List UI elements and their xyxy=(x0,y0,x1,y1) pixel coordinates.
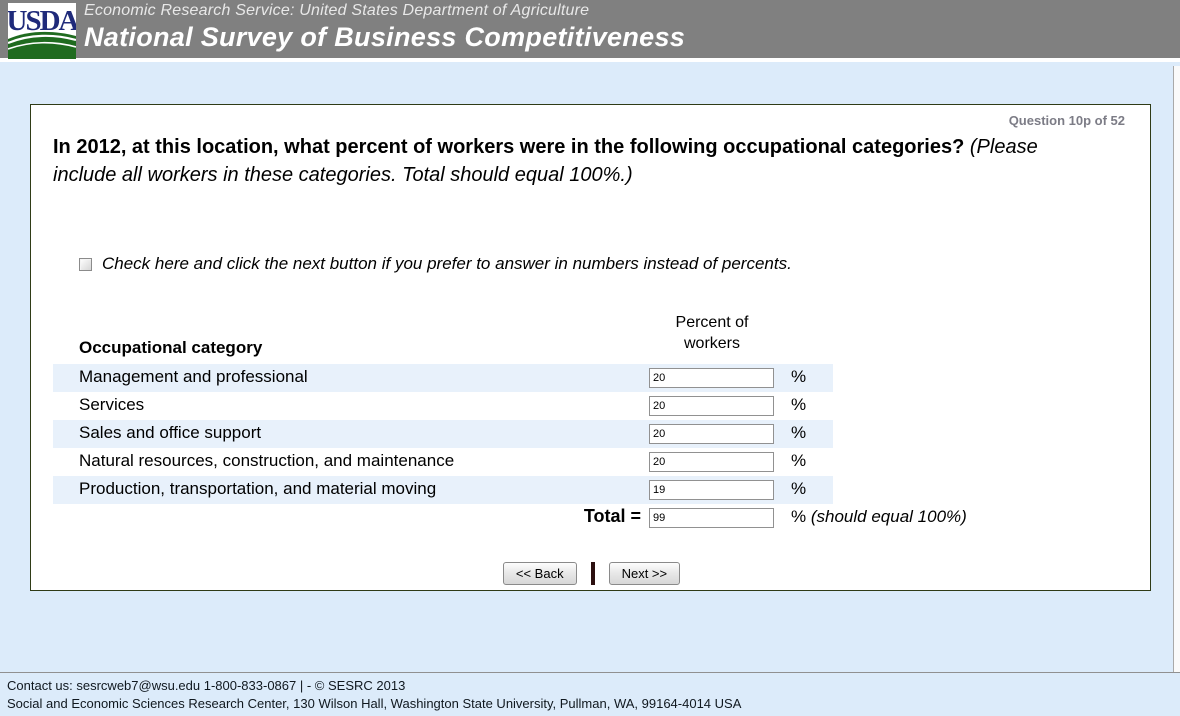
page-body: Question 10p of 52 In 2012, at this loca… xyxy=(0,66,1180,716)
question-card: Question 10p of 52 In 2012, at this loca… xyxy=(30,104,1151,591)
table-header: Occupational category Percent of workers xyxy=(31,310,1152,364)
total-label: Total = xyxy=(583,506,641,526)
category-label: Management and professional xyxy=(79,367,308,386)
table-row: Production, transportation, and material… xyxy=(31,476,1152,504)
survey-title: National Survey of Business Competitiven… xyxy=(84,22,686,52)
column-header-percent-line1: Percent of xyxy=(675,314,749,331)
percent-input[interactable] xyxy=(649,424,774,444)
percent-sign: % xyxy=(791,451,807,470)
total-suffix: % (should equal 100%) xyxy=(791,507,967,527)
category-label: Natural resources, construction, and mai… xyxy=(79,451,455,470)
percent-sign: % xyxy=(791,367,807,386)
header-banner: USDA Economic Research Service: United S… xyxy=(0,0,1180,62)
column-header-category: Occupational category xyxy=(79,338,263,357)
navigation-bar: << Back Next >> xyxy=(31,560,1152,586)
percent-input[interactable] xyxy=(649,368,774,388)
category-rows: Management and professional % Services %… xyxy=(31,364,1152,504)
table-row: Services % xyxy=(31,392,1152,420)
numbers-preference-checkbox[interactable] xyxy=(79,257,92,271)
footer: Contact us: sesrcweb7@wsu.edu 1-800-833-… xyxy=(0,672,1180,716)
total-percent-sign: % xyxy=(791,507,807,526)
percent-sign: % xyxy=(791,395,807,414)
percent-sign: % xyxy=(791,479,807,498)
next-button[interactable]: Next >> xyxy=(608,561,681,585)
category-label: Production, transportation, and material… xyxy=(79,479,437,498)
numbers-preference-label: Check here and click the next button if … xyxy=(102,254,792,273)
percent-sign: % xyxy=(791,423,807,442)
button-separator xyxy=(590,561,595,585)
table-row: Management and professional % xyxy=(31,364,1152,392)
question-text-bold: In 2012, at this location, what percent … xyxy=(53,136,965,158)
percent-input[interactable] xyxy=(649,396,774,416)
column-header-percent-line2: workers xyxy=(683,335,740,352)
question-text-italic: (Please include all workers in these cat… xyxy=(53,136,1038,186)
total-row: Total = % (should equal 100%) xyxy=(31,504,1152,532)
usda-logo: USDA xyxy=(8,3,76,59)
percent-input[interactable] xyxy=(649,452,774,472)
back-button[interactable]: << Back xyxy=(502,561,577,585)
table-row: Natural resources, construction, and mai… xyxy=(31,448,1152,476)
question-text: In 2012, at this location, what percent … xyxy=(53,133,1093,189)
table-row: Sales and office support % xyxy=(31,420,1152,448)
category-label: Services xyxy=(79,395,145,414)
total-input[interactable] xyxy=(649,508,774,528)
percent-input[interactable] xyxy=(649,480,774,500)
scrollbar-track[interactable] xyxy=(1173,66,1180,716)
footer-contact-line: Contact us: sesrcweb7@wsu.edu 1-800-833-… xyxy=(7,678,406,693)
total-hint: (should equal 100%) xyxy=(810,507,967,526)
category-label: Sales and office support xyxy=(79,423,262,442)
column-header-percent: Percent of workers xyxy=(625,312,799,354)
agency-line: Economic Research Service: United States… xyxy=(84,2,590,19)
question-number: Question 10p of 52 xyxy=(1008,113,1125,128)
footer-address-line: Social and Economic Sciences Research Ce… xyxy=(7,696,742,711)
numbers-preference-row: Check here and click the next button if … xyxy=(79,254,792,274)
usda-logo-text: USDA xyxy=(8,5,76,37)
